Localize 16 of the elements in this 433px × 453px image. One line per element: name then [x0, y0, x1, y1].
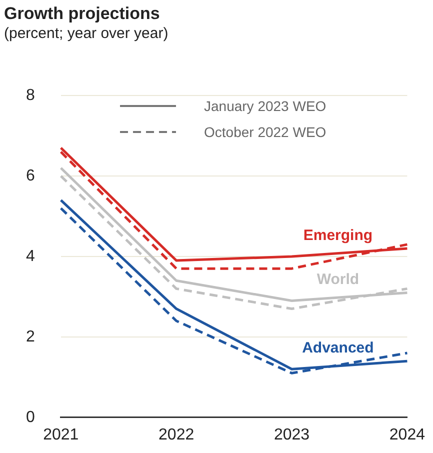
y-tick-label: 2: [26, 328, 35, 346]
annotation: January 2023 WEO: [204, 98, 326, 114]
y-tick-label: 6: [26, 167, 35, 184]
y-tick-label: 0: [26, 408, 35, 426]
chart-subtitle: (percent; year over year): [4, 25, 168, 42]
annotation: October 2022 WEO: [204, 124, 326, 140]
series-label: Advanced: [302, 340, 374, 357]
x-tick-label: 2023: [274, 426, 310, 444]
series-label: World: [316, 271, 360, 288]
series-label: Emerging: [303, 226, 373, 244]
y-tick-label: 4: [26, 248, 35, 265]
y-tick-label: 8: [26, 87, 35, 104]
x-tick-label: 2021: [43, 426, 79, 444]
x-tick-label: 2022: [158, 426, 194, 444]
chart-title: Growth projections: [4, 4, 160, 24]
x-tick-label: 2024: [389, 426, 426, 444]
